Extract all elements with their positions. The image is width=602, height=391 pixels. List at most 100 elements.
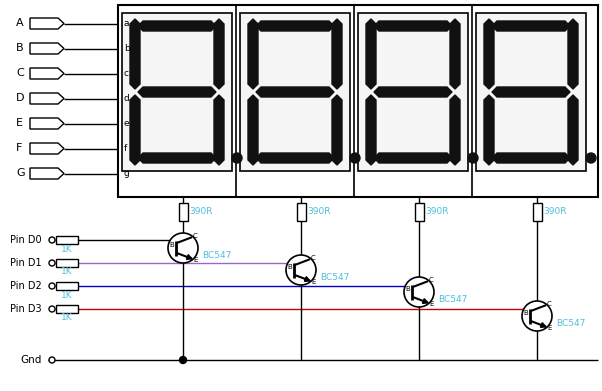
Text: 390R: 390R	[190, 208, 213, 217]
Polygon shape	[568, 19, 578, 89]
Text: Pin D0: Pin D0	[10, 235, 42, 245]
Polygon shape	[374, 87, 452, 97]
Polygon shape	[484, 19, 494, 89]
Text: BC547: BC547	[202, 251, 231, 260]
Polygon shape	[248, 95, 258, 165]
Polygon shape	[374, 21, 452, 31]
Text: C: C	[16, 68, 23, 78]
Text: 1K: 1K	[61, 314, 73, 323]
Polygon shape	[256, 87, 334, 97]
Text: f: f	[124, 144, 127, 153]
Text: A: A	[16, 18, 23, 28]
Bar	[476, 13, 586, 171]
Polygon shape	[30, 43, 64, 54]
Polygon shape	[484, 95, 494, 165]
Bar	[56, 305, 78, 313]
Text: 1K: 1K	[61, 291, 73, 300]
Polygon shape	[332, 95, 342, 165]
Circle shape	[49, 357, 55, 363]
Circle shape	[586, 153, 596, 163]
Text: E: E	[16, 118, 23, 128]
Bar	[56, 282, 78, 290]
Polygon shape	[30, 168, 64, 179]
Circle shape	[404, 277, 434, 307]
Polygon shape	[256, 21, 334, 31]
Circle shape	[522, 301, 552, 331]
Text: d: d	[124, 94, 130, 103]
Bar	[297, 203, 305, 221]
Text: E: E	[547, 325, 551, 331]
Text: 390R: 390R	[426, 208, 449, 217]
Circle shape	[49, 283, 55, 289]
Text: G: G	[16, 168, 25, 178]
Circle shape	[468, 153, 478, 163]
Circle shape	[350, 153, 360, 163]
Text: BC547: BC547	[438, 296, 467, 305]
Circle shape	[286, 255, 316, 285]
Text: B: B	[406, 286, 410, 292]
Text: C: C	[429, 277, 434, 283]
Polygon shape	[492, 21, 570, 31]
Polygon shape	[30, 18, 64, 29]
Polygon shape	[30, 118, 64, 129]
Polygon shape	[248, 19, 258, 89]
Text: 390R: 390R	[308, 208, 331, 217]
Polygon shape	[30, 143, 64, 154]
Polygon shape	[138, 87, 216, 97]
Circle shape	[49, 306, 55, 312]
Polygon shape	[138, 153, 216, 163]
Text: B: B	[16, 43, 23, 53]
Text: g: g	[124, 169, 130, 178]
Text: c: c	[124, 69, 129, 78]
Text: B: B	[524, 310, 528, 316]
Polygon shape	[366, 95, 376, 165]
Text: Gnd: Gnd	[20, 355, 42, 365]
Text: Pin D3: Pin D3	[10, 304, 42, 314]
Text: C: C	[311, 255, 316, 261]
Text: BC547: BC547	[320, 273, 349, 283]
Polygon shape	[214, 95, 224, 165]
Polygon shape	[450, 95, 460, 165]
Circle shape	[179, 357, 187, 364]
Bar	[415, 203, 423, 221]
Bar	[56, 259, 78, 267]
Polygon shape	[214, 19, 224, 89]
Polygon shape	[541, 323, 546, 327]
Bar	[179, 203, 187, 221]
Polygon shape	[374, 153, 452, 163]
Text: B: B	[170, 242, 174, 248]
Circle shape	[168, 233, 198, 263]
Text: Pin D2: Pin D2	[10, 281, 42, 291]
Bar	[358, 13, 468, 171]
Polygon shape	[30, 93, 64, 104]
Bar	[118, 5, 598, 197]
Circle shape	[49, 237, 55, 243]
Polygon shape	[30, 68, 64, 79]
Polygon shape	[305, 277, 310, 282]
Text: B: B	[288, 264, 292, 270]
Polygon shape	[492, 87, 570, 97]
Text: Pin D1: Pin D1	[10, 258, 42, 268]
Text: 1K: 1K	[61, 244, 73, 253]
Text: b: b	[124, 44, 130, 53]
Text: e: e	[124, 119, 129, 128]
Text: E: E	[429, 301, 433, 307]
Text: C: C	[547, 301, 552, 307]
Polygon shape	[130, 19, 140, 89]
Polygon shape	[130, 95, 140, 165]
Text: E: E	[193, 257, 197, 263]
Text: 1K: 1K	[61, 267, 73, 276]
Text: E: E	[311, 279, 315, 285]
Polygon shape	[332, 19, 342, 89]
Polygon shape	[450, 19, 460, 89]
Polygon shape	[256, 153, 334, 163]
Text: BC547: BC547	[556, 319, 585, 328]
Polygon shape	[187, 255, 192, 259]
Text: D: D	[16, 93, 25, 103]
Text: F: F	[16, 143, 22, 153]
Circle shape	[232, 153, 242, 163]
Polygon shape	[492, 153, 570, 163]
Bar	[56, 236, 78, 244]
Polygon shape	[568, 95, 578, 165]
Text: 390R: 390R	[544, 208, 567, 217]
